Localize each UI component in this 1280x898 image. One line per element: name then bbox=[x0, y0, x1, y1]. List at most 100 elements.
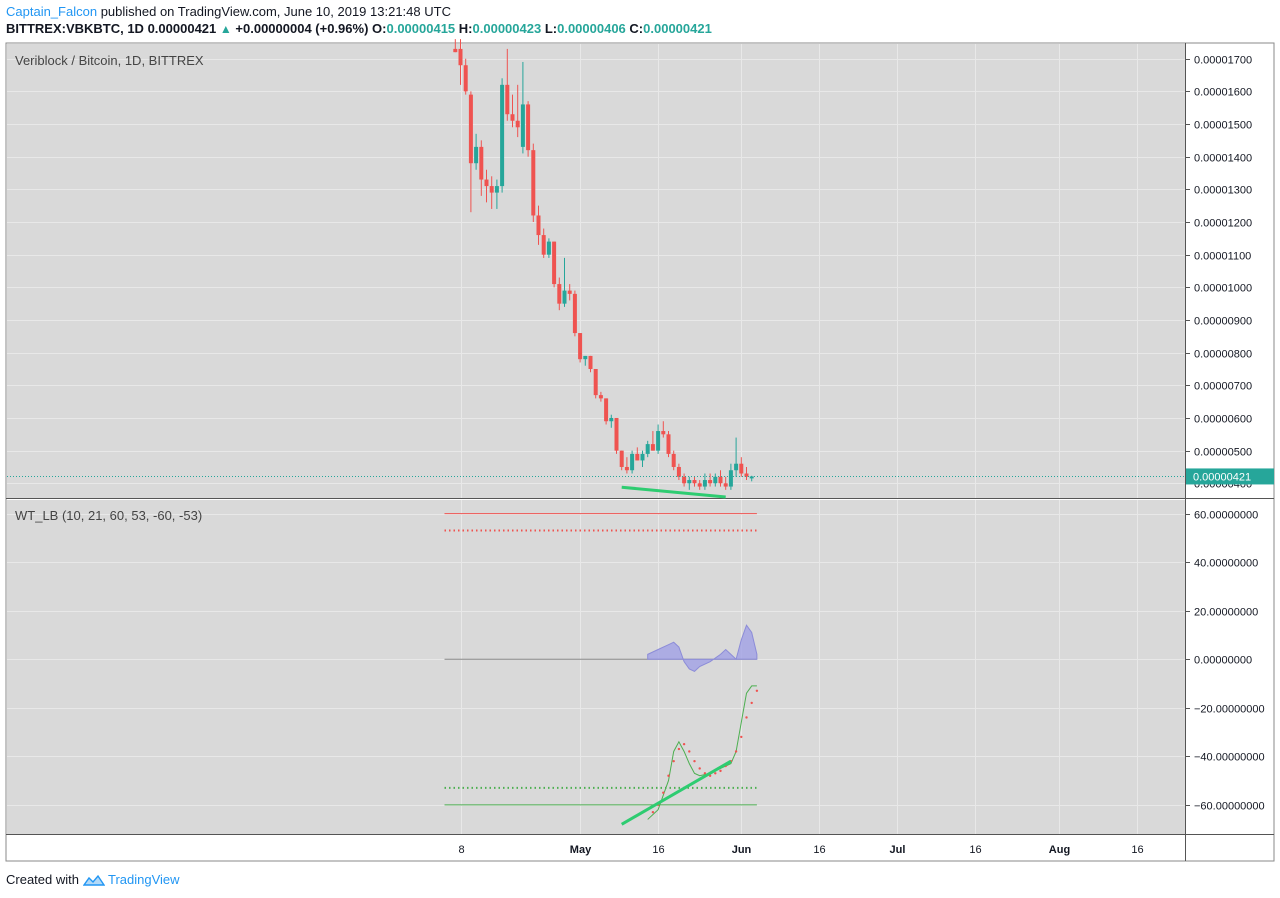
y-tick-label: 0.00001700 bbox=[1194, 55, 1252, 67]
y-tick-label: 0.00000600 bbox=[1194, 414, 1252, 426]
y-tick-label: 0.00000800 bbox=[1194, 349, 1252, 361]
tradingview-link[interactable]: TradingView bbox=[107, 872, 180, 887]
candle-body bbox=[531, 150, 536, 216]
candle-body bbox=[656, 431, 661, 451]
candle-body bbox=[734, 463, 739, 471]
price-pane-bg bbox=[7, 44, 1185, 498]
wt2-point bbox=[651, 810, 655, 814]
candle-body bbox=[510, 114, 515, 121]
y-tick-label: 0.00001100 bbox=[1194, 251, 1251, 263]
y-tick-label: 0.00001300 bbox=[1194, 185, 1252, 197]
candle-body bbox=[552, 241, 557, 285]
candle-body bbox=[541, 235, 546, 255]
wt2-point bbox=[714, 772, 717, 775]
y-tick-label: 60.00000000 bbox=[1194, 510, 1258, 522]
close-value: 0.00000421 bbox=[643, 21, 712, 36]
high-label: H: bbox=[458, 21, 473, 36]
candle-body bbox=[630, 453, 635, 471]
low-value: 0.00000406 bbox=[557, 21, 626, 36]
y-tick-label: 0.00000700 bbox=[1194, 381, 1252, 393]
candle-body bbox=[562, 290, 567, 304]
grid bbox=[7, 44, 1185, 834]
high-value: 0.00000423 bbox=[472, 21, 542, 36]
candle-body bbox=[697, 483, 702, 487]
y-tick-label: 0.00000900 bbox=[1194, 316, 1252, 328]
published-text: published on TradingView.com, June 10, 2… bbox=[100, 4, 451, 19]
y-tick-label: 0.00000000 bbox=[1194, 655, 1252, 667]
y-tick-label: 0.00000500 bbox=[1194, 447, 1252, 459]
wt2-point bbox=[750, 701, 753, 705]
candle-body bbox=[500, 84, 505, 187]
x-tick-label: Jun bbox=[732, 844, 752, 856]
x-tick-label: 16 bbox=[1131, 844, 1143, 856]
candle-body bbox=[687, 480, 692, 484]
candle-body bbox=[463, 65, 468, 92]
indicator-title: WT_LB (10, 21, 60, 53, -60, -53) bbox=[15, 508, 202, 523]
chart-title: Veriblock / Bitcoin, 1D, BITTREX bbox=[15, 53, 204, 68]
candle-body bbox=[505, 84, 510, 115]
wt2-point bbox=[719, 769, 722, 773]
open-value: 0.00000415 bbox=[386, 21, 456, 36]
candle-body bbox=[635, 453, 640, 461]
candle-body bbox=[494, 186, 499, 193]
author-link[interactable]: Captain_Falcon bbox=[6, 4, 98, 19]
candle-body bbox=[567, 290, 572, 294]
candle-body bbox=[640, 453, 645, 461]
axes[interactable]: 8 May 16 Jun 16 Jul 16 Aug 16 0.00001700 0.0000160… bbox=[458, 55, 1274, 857]
wt2-point bbox=[734, 750, 738, 753]
candle-body bbox=[713, 476, 718, 484]
open-label: O: bbox=[372, 21, 387, 36]
wt2-point bbox=[672, 759, 675, 763]
indicator-pane bbox=[444, 513, 759, 826]
y-tick-label: −20.00000000 bbox=[1194, 704, 1265, 716]
candle-body bbox=[572, 293, 577, 334]
candle-body bbox=[671, 453, 676, 467]
candle-body bbox=[468, 94, 473, 164]
candle-body bbox=[619, 450, 624, 467]
publish-header: Captain_Falcon published on TradingView.… bbox=[6, 4, 451, 19]
wt2-point bbox=[755, 689, 759, 692]
wt2-point bbox=[688, 750, 691, 753]
candle-body bbox=[682, 476, 687, 484]
current-price-label-bg bbox=[1186, 468, 1274, 485]
candle-body bbox=[557, 284, 562, 304]
y-tick-label: 0.00001200 bbox=[1194, 218, 1252, 230]
candle-body bbox=[708, 480, 713, 484]
wt2-point bbox=[745, 716, 748, 719]
y-tick-label: 0.00001000 bbox=[1194, 283, 1252, 295]
wt2-point bbox=[693, 759, 696, 763]
candle-body bbox=[583, 355, 588, 360]
wt2-point bbox=[740, 735, 743, 739]
candle-body bbox=[749, 476, 754, 479]
wt2-point bbox=[682, 742, 686, 746]
indicator-trendline[interactable] bbox=[620, 759, 732, 826]
candle-body bbox=[474, 146, 479, 164]
wt2-point bbox=[662, 791, 665, 794]
candle-body bbox=[723, 483, 728, 487]
x-tick-label: 16 bbox=[969, 844, 981, 856]
candle-body bbox=[578, 333, 583, 360]
wt2-point bbox=[698, 767, 701, 770]
x-tick-label: 8 bbox=[458, 844, 464, 856]
symbol-label: BITTREX:VBKBTC, 1D bbox=[6, 21, 144, 36]
candle-body bbox=[661, 431, 666, 435]
candle-body bbox=[598, 395, 603, 399]
candle-body bbox=[728, 470, 733, 487]
candle-body bbox=[718, 476, 723, 484]
price-trendline[interactable] bbox=[621, 485, 726, 499]
wt2-point bbox=[677, 747, 681, 751]
candle-body bbox=[520, 104, 525, 147]
y-tick-label: 40.00000000 bbox=[1194, 558, 1258, 570]
created-with-text: Created with bbox=[6, 872, 79, 887]
y-tick-label: 20.00000000 bbox=[1194, 607, 1258, 619]
x-tick-label: Aug bbox=[1049, 844, 1070, 856]
wt2-point bbox=[667, 774, 670, 777]
y-tick-label: 0.00001400 bbox=[1194, 153, 1252, 165]
x-tick-label: May bbox=[570, 844, 592, 856]
candle-body bbox=[479, 146, 484, 180]
candle-body bbox=[624, 466, 629, 471]
candle-body bbox=[526, 104, 531, 151]
low-label: L: bbox=[544, 21, 558, 36]
candle-body bbox=[484, 179, 489, 187]
